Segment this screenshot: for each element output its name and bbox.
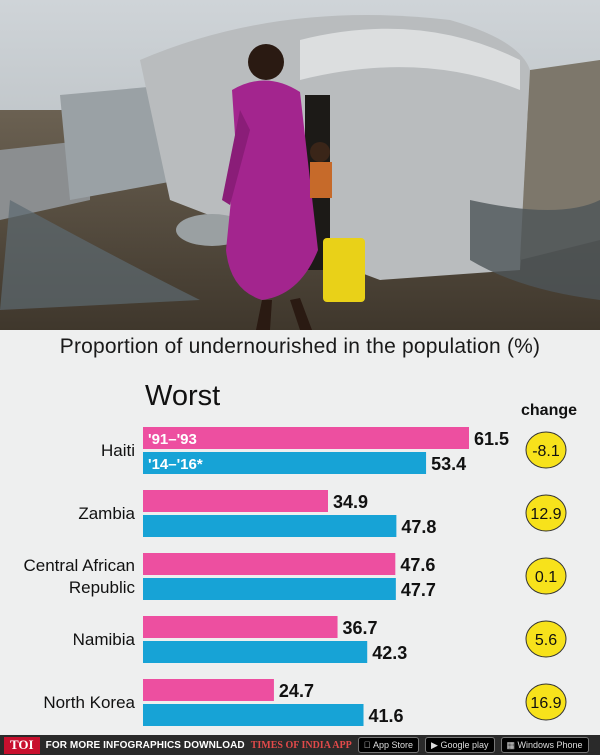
camp-photo-illustration bbox=[0, 0, 600, 330]
data-label: 53.4 bbox=[431, 454, 466, 474]
change-badge bbox=[525, 557, 567, 595]
data-label: 24.7 bbox=[279, 681, 314, 701]
change-value: 0.1 bbox=[535, 569, 557, 586]
windows-phone-badge[interactable]: ▦ Windows Phone bbox=[500, 737, 589, 753]
change-value: 16.9 bbox=[530, 695, 561, 712]
bar bbox=[143, 578, 396, 600]
header-photo bbox=[0, 0, 600, 330]
bar bbox=[143, 427, 469, 449]
category-label: Namibia bbox=[73, 630, 136, 649]
data-label: 47.8 bbox=[401, 517, 436, 537]
change-badge bbox=[525, 431, 567, 469]
bar bbox=[143, 616, 338, 638]
change-value: -8.1 bbox=[532, 443, 560, 460]
footer-app-name: TIMES OF INDIA APP bbox=[250, 739, 352, 751]
bar bbox=[143, 452, 427, 474]
change-column-header: change bbox=[521, 402, 578, 419]
series-label: '91–'93 bbox=[148, 431, 197, 448]
category-label: Haiti bbox=[101, 441, 135, 460]
chart-title: Proportion of undernourished in the popu… bbox=[59, 335, 541, 358]
google-play-label: Google play bbox=[433, 740, 488, 750]
group-label: Worst bbox=[145, 380, 221, 412]
series-label: '14–'16* bbox=[148, 456, 203, 473]
category-label: Central African bbox=[24, 556, 136, 575]
change-value: 12.9 bbox=[530, 506, 561, 523]
change-badge bbox=[525, 683, 567, 721]
change-badge bbox=[525, 494, 567, 532]
bar-chart: 61.5 '91–'93 53.4 '14–'16* Haiti -8.1 34.9 47.8… bbox=[24, 427, 567, 726]
change-badge bbox=[525, 620, 567, 658]
bar bbox=[143, 679, 274, 701]
data-label: 42.3 bbox=[372, 643, 407, 663]
footer-banner: TOI FOR MORE INFOGRAPHICS DOWNLOAD TIMES… bbox=[0, 735, 600, 755]
windows-phone-label: Windows Phone bbox=[510, 740, 583, 750]
footer-text: FOR MORE INFOGRAPHICS DOWNLOAD bbox=[45, 739, 245, 751]
data-label: 47.6 bbox=[400, 555, 435, 575]
data-label: 41.6 bbox=[369, 706, 404, 726]
app-store-badge[interactable]:  App Store bbox=[357, 737, 420, 753]
bar bbox=[143, 515, 397, 537]
change-value: 5.6 bbox=[535, 632, 557, 649]
data-label: 61.5 bbox=[474, 429, 509, 449]
app-store-label: App Store bbox=[366, 740, 413, 750]
bar bbox=[143, 553, 396, 575]
toi-logo: TOI bbox=[4, 736, 40, 754]
bar bbox=[143, 641, 368, 663]
bar bbox=[143, 490, 328, 512]
data-label: 47.7 bbox=[401, 580, 436, 600]
bar bbox=[143, 704, 364, 726]
category-label: Republic bbox=[69, 578, 136, 597]
category-label: Zambia bbox=[78, 504, 135, 523]
category-label: North Korea bbox=[43, 693, 135, 712]
data-label: 34.9 bbox=[333, 492, 368, 512]
chart-panel: Proportion of undernourished in the popu… bbox=[0, 330, 600, 735]
data-label: 36.7 bbox=[343, 618, 378, 638]
google-play-badge[interactable]: ▶ Google play bbox=[425, 737, 495, 753]
